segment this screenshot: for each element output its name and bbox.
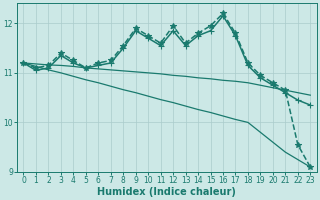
- X-axis label: Humidex (Indice chaleur): Humidex (Indice chaleur): [98, 187, 236, 197]
